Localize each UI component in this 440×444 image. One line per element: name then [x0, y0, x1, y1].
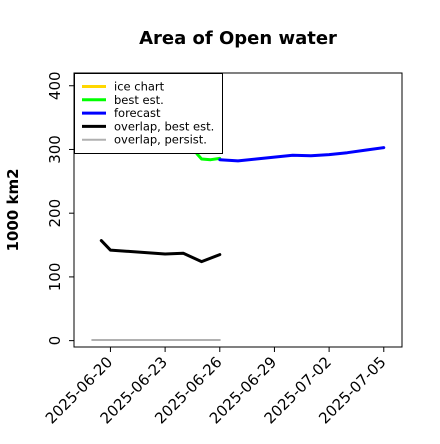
- chart-title: Area of Open water: [139, 28, 337, 49]
- y-tick-label: 0: [46, 336, 64, 346]
- legend-label-best-est: best est.: [114, 93, 164, 107]
- y-axis-label: 1000 km2: [4, 168, 22, 251]
- series-line-forecast: [218, 146, 386, 163]
- legend-label-forecast: forecast: [114, 106, 161, 120]
- x-ticks: 2025-06-202025-06-232025-06-262025-06-29…: [42, 347, 390, 427]
- y-tick-label: 100: [46, 263, 64, 292]
- y-ticks: 0 100 200 300 400: [46, 71, 74, 345]
- plot-frame: [73, 72, 403, 348]
- series-layer: [91, 146, 386, 341]
- legend-label-overlap-persist: overlap, persist.: [114, 133, 207, 147]
- y-tick-label: 300: [46, 135, 64, 164]
- legend-label-overlap-best-est: overlap, best est.: [114, 119, 214, 133]
- legend-label-ice-chart: ice chart: [114, 80, 165, 94]
- y-tick-label: 400: [46, 71, 64, 100]
- series-line-best-est: [195, 152, 222, 162]
- series-line-overlap-best-est: [99, 239, 222, 264]
- y-tick-label: 200: [46, 199, 64, 228]
